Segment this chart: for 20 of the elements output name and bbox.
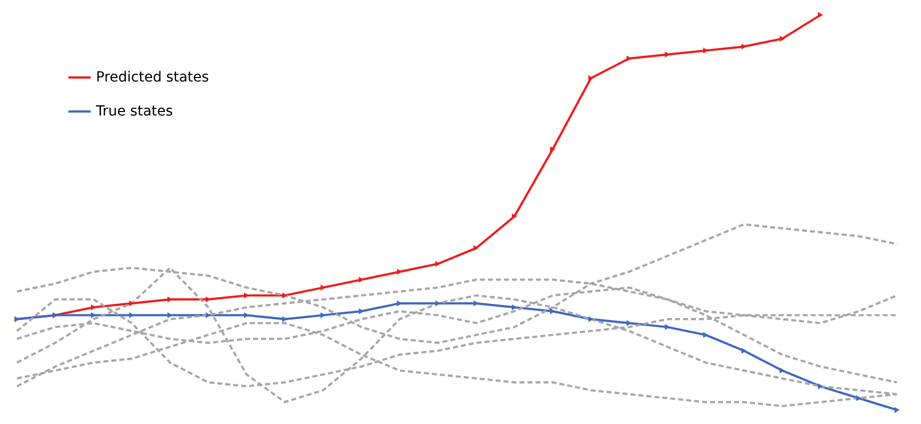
point bbox=[588, 75, 594, 82]
point bbox=[550, 146, 556, 152]
point bbox=[856, 395, 862, 402]
point bbox=[474, 245, 479, 252]
point bbox=[741, 348, 747, 354]
legend-label: True states bbox=[95, 104, 173, 120]
point bbox=[282, 292, 288, 298]
point bbox=[512, 213, 517, 220]
point bbox=[435, 300, 440, 306]
point bbox=[703, 332, 708, 338]
point bbox=[129, 300, 134, 306]
point bbox=[894, 407, 900, 413]
point bbox=[818, 383, 824, 390]
point bbox=[780, 368, 785, 374]
point bbox=[818, 12, 824, 18]
point bbox=[588, 316, 594, 322]
point bbox=[206, 312, 211, 318]
point bbox=[435, 260, 440, 267]
point bbox=[780, 36, 785, 42]
legend-label: Predicted states bbox=[96, 70, 209, 86]
